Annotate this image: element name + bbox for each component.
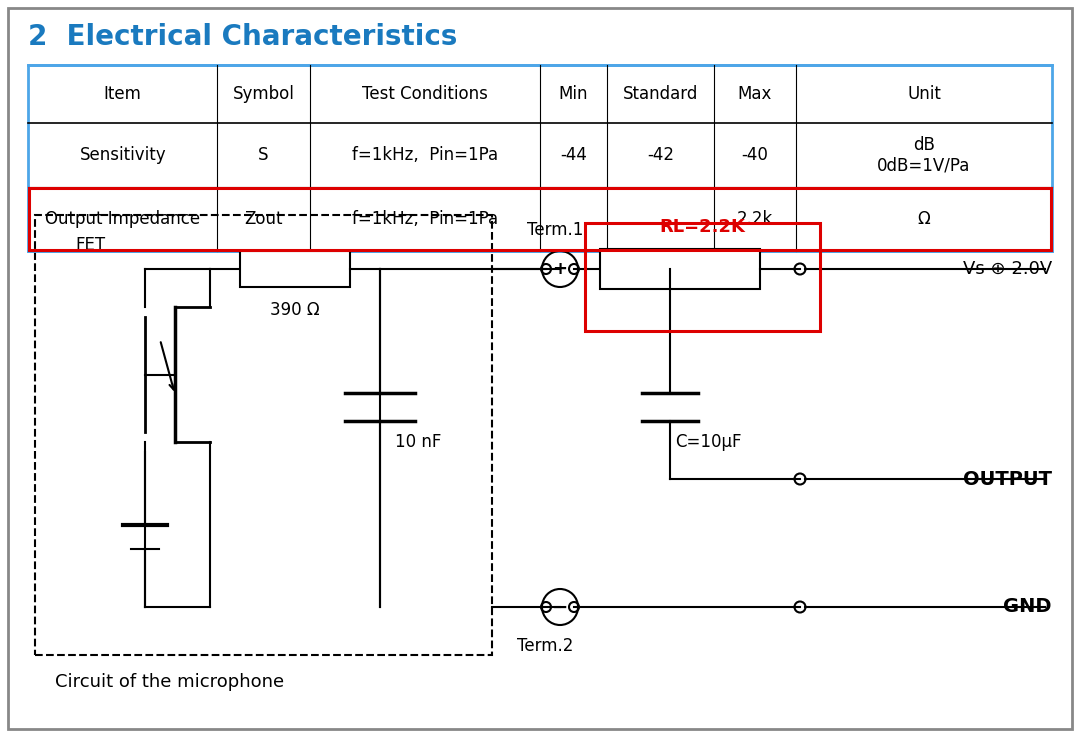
- Bar: [600, 249, 760, 289]
- Text: f=1kHz,  Pin=1Pa: f=1kHz, Pin=1Pa: [352, 210, 498, 228]
- Bar: [240, 251, 350, 287]
- Text: 2  Electrical Characteristics: 2 Electrical Characteristics: [28, 23, 457, 51]
- Text: Sensitivity: Sensitivity: [80, 146, 166, 164]
- Text: Min: Min: [558, 85, 588, 103]
- Text: Test Conditions: Test Conditions: [362, 85, 488, 103]
- Text: 390 Ω: 390 Ω: [270, 301, 320, 319]
- Text: Term.1: Term.1: [527, 221, 583, 239]
- Text: FET: FET: [75, 236, 105, 254]
- Text: Item: Item: [104, 85, 141, 103]
- Text: -44: -44: [559, 146, 586, 164]
- Text: RL=2.2K: RL=2.2K: [659, 218, 745, 236]
- Text: C=10μF: C=10μF: [675, 433, 742, 451]
- Bar: [585, 223, 820, 331]
- Text: +: +: [553, 260, 567, 278]
- Text: Ω: Ω: [918, 210, 930, 228]
- Text: −: −: [552, 598, 568, 616]
- Text: GND: GND: [1003, 598, 1052, 616]
- Text: f=1kHz,  Pin=1Pa: f=1kHz, Pin=1Pa: [352, 146, 498, 164]
- Text: 10 nF: 10 nF: [395, 433, 442, 451]
- Text: Symbol: Symbol: [232, 85, 295, 103]
- Text: Vs ⊕ 2.0V: Vs ⊕ 2.0V: [962, 260, 1052, 278]
- Text: Output Impedance: Output Impedance: [45, 210, 200, 228]
- Text: Max: Max: [738, 85, 772, 103]
- Bar: [28, 65, 1052, 251]
- Text: OUTPUT: OUTPUT: [963, 469, 1052, 489]
- Text: S: S: [258, 146, 269, 164]
- Text: Standard: Standard: [623, 85, 698, 103]
- Text: Term.2: Term.2: [517, 637, 573, 655]
- Text: dB
0dB=1V/Pa: dB 0dB=1V/Pa: [877, 136, 971, 175]
- Text: Zout: Zout: [244, 210, 283, 228]
- Text: -42: -42: [647, 146, 674, 164]
- Text: 2.2k: 2.2k: [737, 210, 773, 228]
- Text: Circuit of the microphone: Circuit of the microphone: [55, 673, 284, 691]
- Text: -40: -40: [742, 146, 769, 164]
- Bar: [29, 188, 1051, 250]
- Bar: [35, 215, 492, 655]
- Text: Unit: Unit: [907, 85, 941, 103]
